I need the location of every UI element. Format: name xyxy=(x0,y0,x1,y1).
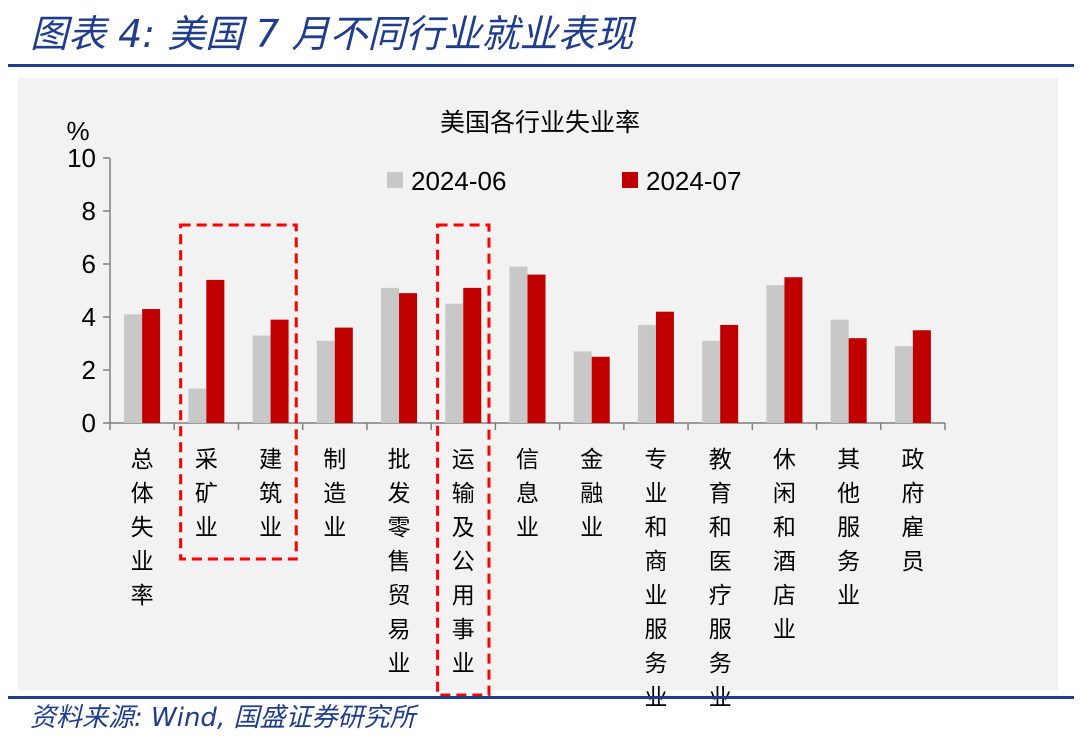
bar-2024-07-1 xyxy=(206,279,225,423)
bar-2024-07-6 xyxy=(527,274,546,423)
bar-2024-06-4 xyxy=(381,287,400,423)
chart-title: 美国各行业失业率 xyxy=(440,108,640,137)
category-label: 专业和商业服务业 xyxy=(644,447,667,711)
category-label: 制造业 xyxy=(323,447,346,541)
chart-legend: 2024-06 2024-07 xyxy=(387,166,741,196)
top-divider xyxy=(8,64,1074,67)
highlight-box xyxy=(179,223,298,561)
y-tick-label: 2 xyxy=(82,355,96,385)
y-tick-label: 0 xyxy=(82,408,96,438)
chart-axes: 0 2 4 6 8 10 xyxy=(67,143,946,438)
category-label: 总体失业率 xyxy=(131,447,154,609)
category-label: 其他服务业 xyxy=(837,447,860,609)
bar-2024-06-8 xyxy=(637,324,656,423)
bar-2024-07-8 xyxy=(655,311,674,423)
category-labels: 总体失业率 采矿业 建筑业 制造业 批发零售贸易业 运输及公用事业 信息业 金融业 专业和商业服… xyxy=(131,447,925,711)
category-label: 金融业 xyxy=(580,447,603,541)
category-label: 批发零售贸易业 xyxy=(388,447,411,677)
bar-2024-06-10 xyxy=(766,285,785,423)
bar-2024-07-10 xyxy=(784,277,803,423)
bottom-divider xyxy=(8,696,1074,699)
bar-2024-07-11 xyxy=(848,338,867,423)
chart-bars xyxy=(124,266,931,423)
bar-2024-06-9 xyxy=(702,340,721,423)
figure-title: 图表 4: 美国 7 月不同行业就业表现 xyxy=(30,12,634,56)
bar-2024-07-0 xyxy=(142,309,161,423)
category-label: 信息业 xyxy=(516,447,539,541)
legend-swatch-2024-07 xyxy=(622,172,638,188)
bar-2024-06-7 xyxy=(573,351,592,423)
bar-2024-06-5 xyxy=(445,303,464,423)
bar-2024-07-9 xyxy=(720,324,739,423)
bar-2024-06-3 xyxy=(316,340,335,423)
category-label: 建筑业 xyxy=(259,447,282,541)
category-label: 政府雇员 xyxy=(901,447,924,575)
bar-2024-06-11 xyxy=(830,319,849,423)
highlight-boxes xyxy=(179,223,491,697)
y-tick-label: 4 xyxy=(82,302,96,332)
category-label: 运输及公用事业 xyxy=(452,447,475,677)
y-tick-label: 10 xyxy=(67,143,96,173)
legend-label: 2024-07 xyxy=(646,166,741,196)
bar-2024-07-12 xyxy=(912,330,931,423)
bar-2024-07-7 xyxy=(591,356,610,423)
y-tick-label: 8 xyxy=(82,196,96,226)
y-tick-label: 6 xyxy=(82,249,96,279)
bar-2024-06-1 xyxy=(188,388,207,423)
highlight-box xyxy=(436,223,491,697)
legend-label: 2024-06 xyxy=(411,166,506,196)
bar-2024-06-2 xyxy=(252,335,271,423)
bar-2024-06-6 xyxy=(509,266,528,423)
bar-2024-07-4 xyxy=(399,293,418,423)
source-note: 资料来源: Wind, 国盛证券研究所 xyxy=(30,703,416,733)
category-label: 教育和医疗服务业 xyxy=(709,447,732,711)
bar-2024-07-2 xyxy=(270,319,289,423)
bar-2024-06-12 xyxy=(894,346,913,423)
bar-2024-07-5 xyxy=(463,287,482,423)
y-axis-unit-label: % xyxy=(66,116,89,146)
bar-2024-06-0 xyxy=(124,314,143,423)
category-label: 休闲和酒店业 xyxy=(773,447,796,643)
category-label: 采矿业 xyxy=(195,447,218,541)
legend-swatch-2024-06 xyxy=(387,172,403,188)
bar-2024-07-3 xyxy=(334,327,353,423)
